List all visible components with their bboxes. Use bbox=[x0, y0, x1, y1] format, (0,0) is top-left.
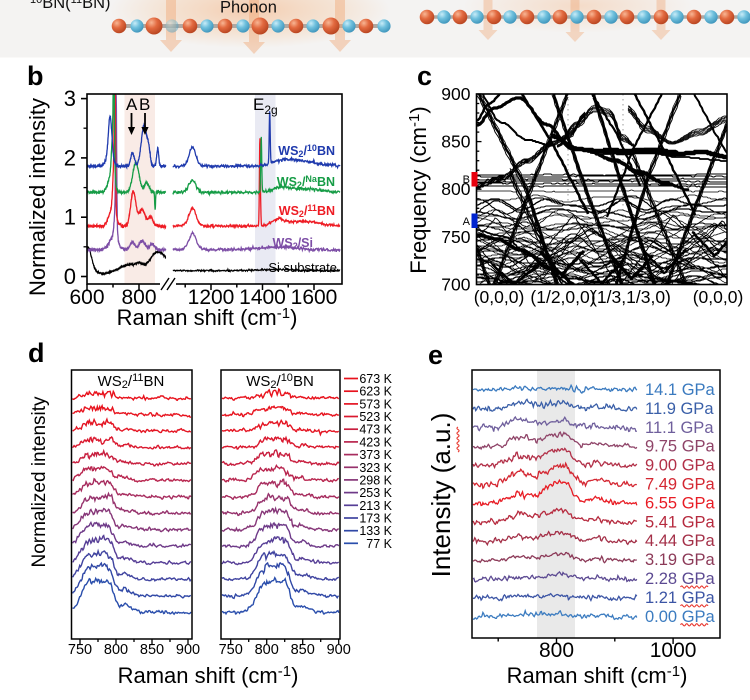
svg-text:373 K: 373 K bbox=[359, 448, 392, 462]
svg-text:800: 800 bbox=[441, 179, 470, 199]
svg-text:B: B bbox=[463, 174, 470, 186]
svg-text:750: 750 bbox=[68, 642, 92, 658]
svg-text:800: 800 bbox=[539, 639, 574, 662]
svg-text:2: 2 bbox=[64, 145, 76, 170]
svg-text:473 K: 473 K bbox=[359, 423, 392, 437]
svg-text:850: 850 bbox=[441, 132, 470, 152]
svg-text:800: 800 bbox=[121, 286, 156, 309]
svg-text:Si substrate: Si substrate bbox=[268, 260, 337, 275]
svg-text:Raman shift (cm-1): Raman shift (cm-1) bbox=[118, 663, 299, 688]
svg-text:850: 850 bbox=[140, 642, 164, 658]
svg-text:c: c bbox=[417, 61, 432, 91]
svg-text:d: d bbox=[28, 338, 45, 368]
svg-text:1000: 1000 bbox=[650, 639, 697, 662]
svg-text:0.00 GPa: 0.00 GPa bbox=[645, 608, 716, 626]
svg-text:2.28 GPa: 2.28 GPa bbox=[645, 570, 716, 588]
svg-text:14.1 GPa: 14.1 GPa bbox=[645, 381, 716, 399]
svg-text:298 K: 298 K bbox=[359, 473, 392, 487]
svg-text:4.44 GPa: 4.44 GPa bbox=[645, 532, 716, 550]
svg-text:253 K: 253 K bbox=[359, 486, 392, 500]
svg-text:11.9 GPa: 11.9 GPa bbox=[645, 400, 714, 418]
svg-text:77 K: 77 K bbox=[366, 537, 392, 551]
svg-text:0: 0 bbox=[64, 264, 76, 289]
svg-text:WS2/10BN: WS2/10BN bbox=[278, 143, 335, 159]
svg-text:(1/3,1/3,0): (1/3,1/3,0) bbox=[591, 287, 671, 307]
svg-text:A: A bbox=[463, 216, 471, 228]
svg-text:1.21 GPa: 1.21 GPa bbox=[645, 589, 716, 607]
svg-text:Normalized intensity: Normalized intensity bbox=[29, 396, 50, 568]
svg-text:1: 1 bbox=[64, 205, 76, 230]
svg-text:3.19 GPa: 3.19 GPa bbox=[645, 551, 716, 569]
svg-text:750: 750 bbox=[219, 642, 243, 658]
svg-text:11.1 GPa: 11.1 GPa bbox=[645, 419, 714, 437]
svg-text:750: 750 bbox=[441, 227, 470, 247]
svg-text:6.55 GPa: 6.55 GPa bbox=[645, 494, 716, 512]
svg-text:623 K: 623 K bbox=[359, 385, 392, 399]
svg-text:173 K: 173 K bbox=[359, 512, 392, 526]
svg-text:b: b bbox=[27, 61, 44, 91]
svg-text:573 K: 573 K bbox=[359, 397, 392, 411]
svg-text:800: 800 bbox=[104, 642, 128, 658]
svg-text:Raman shift (cm-1): Raman shift (cm-1) bbox=[507, 663, 688, 688]
svg-text:323 K: 323 K bbox=[359, 461, 392, 475]
svg-text:673 K: 673 K bbox=[359, 372, 392, 386]
svg-text:800: 800 bbox=[255, 642, 279, 658]
svg-text:WS2/11BN: WS2/11BN bbox=[279, 203, 335, 219]
svg-text:(0,0,0): (0,0,0) bbox=[474, 287, 525, 307]
svg-text:700: 700 bbox=[441, 275, 470, 295]
svg-text:1200: 1200 bbox=[188, 286, 235, 309]
svg-text:850: 850 bbox=[291, 642, 315, 658]
svg-text:B: B bbox=[139, 95, 150, 114]
svg-text:5.41 GPa: 5.41 GPa bbox=[645, 513, 716, 531]
svg-text:Normalized intensity: Normalized intensity bbox=[25, 98, 50, 296]
svg-text:1600: 1600 bbox=[291, 286, 338, 309]
svg-text:Phonon: Phonon bbox=[220, 0, 277, 17]
svg-text:133 K: 133 K bbox=[359, 524, 392, 538]
svg-text:(0,0,0): (0,0,0) bbox=[693, 287, 744, 307]
svg-text:423 K: 423 K bbox=[359, 435, 392, 449]
svg-text:WS2/NaBN: WS2/NaBN bbox=[277, 174, 335, 190]
svg-text:1400: 1400 bbox=[239, 286, 286, 309]
svg-text:WS2/10BN: WS2/10BN bbox=[246, 372, 314, 391]
svg-text:523 K: 523 K bbox=[359, 410, 392, 424]
svg-text:10BN(11BN): 10BN(11BN) bbox=[30, 0, 111, 12]
svg-text:600: 600 bbox=[69, 286, 104, 309]
svg-text:9.00 GPa: 9.00 GPa bbox=[645, 457, 716, 475]
svg-text:e: e bbox=[428, 340, 443, 370]
svg-text:7.49 GPa: 7.49 GPa bbox=[645, 476, 716, 494]
svg-text:3: 3 bbox=[64, 86, 76, 111]
svg-text:213 K: 213 K bbox=[359, 499, 392, 513]
svg-text:900: 900 bbox=[327, 642, 351, 658]
svg-text:Raman shift (cm-1): Raman shift (cm-1) bbox=[117, 305, 298, 330]
svg-text:(1/2,0,0): (1/2,0,0) bbox=[530, 287, 595, 307]
svg-text:WS2/11BN: WS2/11BN bbox=[98, 372, 165, 391]
svg-text:Intensity (a.u.): Intensity (a.u.) bbox=[426, 413, 456, 578]
svg-text:WS2/Si: WS2/Si bbox=[273, 236, 313, 251]
svg-text:900: 900 bbox=[176, 642, 200, 658]
svg-text:900: 900 bbox=[441, 84, 470, 104]
svg-text:A: A bbox=[126, 95, 138, 114]
svg-text:9.75 GPa: 9.75 GPa bbox=[645, 438, 716, 456]
svg-text:Frequency (cm-1): Frequency (cm-1) bbox=[406, 106, 431, 273]
